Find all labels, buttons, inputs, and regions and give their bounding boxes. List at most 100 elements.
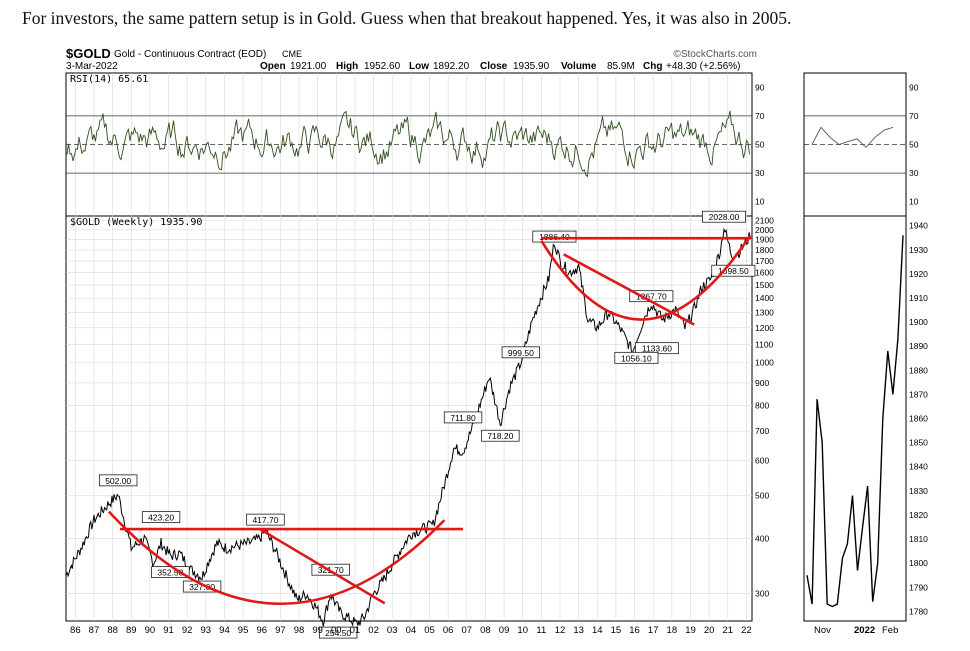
chg-value: +48.30 (+2.56%) [666, 61, 741, 72]
x-tick-label: 94 [219, 625, 230, 636]
caption-text: For investors, the same pattern setup is… [22, 8, 792, 28]
price-annotation-text: 1367.70 [636, 292, 667, 302]
chart-svg: $GOLD Gold - Continuous Contract (EOD) C… [65, 46, 928, 639]
x-tick-label: 21 [722, 625, 733, 636]
x-tick-label: 95 [238, 625, 249, 636]
inset-y-tick-label: 1820 [909, 510, 928, 520]
y-tick-label: 1900 [755, 235, 774, 245]
x-tick-label: 09 [499, 625, 510, 636]
inset-y-tick-label: 1900 [909, 317, 928, 327]
x-tick-label: 97 [275, 625, 286, 636]
rsi-y-tick-label: 50 [755, 140, 765, 150]
inset-y-tick-label: 1840 [909, 462, 928, 472]
inset-rsi-y-tick-label: 10 [909, 197, 919, 207]
price-annotation-text: 718.20 [487, 431, 513, 441]
price-annotation-box [99, 474, 138, 487]
x-tick-label: 04 [406, 625, 417, 636]
inset-y-tick-label: 1810 [909, 534, 928, 544]
x-tick-label: 88 [107, 625, 118, 636]
inset-layer [806, 126, 904, 608]
grid-layer [66, 73, 752, 621]
x-tick-label: 11 [536, 625, 546, 636]
y-tick-label: 500 [755, 491, 769, 501]
header-symbol: $GOLD [66, 46, 111, 61]
inset-rsi-y-tick-label: 90 [909, 82, 919, 92]
x-tick-label: 92 [182, 625, 193, 636]
y-tick-label: 1600 [755, 268, 774, 278]
x-tick-label: 03 [387, 625, 398, 636]
x-tick-label: 91 [163, 625, 174, 636]
low-value: 1892.20 [433, 61, 470, 72]
inset-y-tick-label: 1850 [909, 438, 928, 448]
price-annotation-box [141, 511, 181, 523]
x-tick-label: 90 [145, 625, 156, 636]
x-tick-label: 20 [704, 625, 715, 636]
price-annotation-text: 999.50 [508, 348, 534, 358]
y-tick-label: 1300 [755, 307, 774, 317]
price-annotation-text: 417.70 [252, 515, 278, 525]
inset-rsi-y-tick-label: 50 [909, 140, 919, 150]
inset-price-frame [803, 215, 907, 622]
inset-y-tick-label: 1860 [909, 414, 928, 424]
inset-y-tick-label: 1910 [909, 293, 928, 303]
y-tick-label: 1800 [755, 245, 774, 255]
x-tick-label: 05 [424, 625, 435, 636]
x-tick-label: 01 [350, 625, 361, 636]
header-name: Gold - Continuous Contract (EOD) [114, 49, 266, 60]
close-label: Close [480, 61, 508, 72]
inset-y-tick-label: 1920 [909, 269, 928, 279]
x-tick-label: 19 [685, 625, 696, 636]
y-tick-label: 1400 [755, 293, 774, 303]
inset-price-line [806, 235, 904, 608]
price-annotation-text: 502.00 [105, 476, 131, 486]
price-annotation-box [182, 580, 222, 593]
price-annotation-box [501, 346, 540, 359]
inset-rsi-y-tick-label: 30 [909, 168, 919, 178]
x-tick-label: 00 [331, 625, 342, 636]
inset-y-tick-label: 1790 [909, 582, 928, 592]
y-tick-label: 400 [755, 533, 769, 543]
price-annotation-box [702, 210, 746, 223]
cup2-curve [540, 234, 752, 321]
inset-y-tick-label: 1800 [909, 558, 928, 568]
annotation-layer [107, 234, 752, 605]
cup1-curve [107, 510, 446, 605]
price-panel-label: $GOLD (Weekly) 1935.90 [70, 217, 202, 228]
x-tick-label: 07 [461, 625, 472, 636]
x-tick-label: 16 [629, 625, 640, 636]
inset-y-tick-label: 1830 [909, 486, 928, 496]
y-tick-label: 900 [755, 378, 769, 388]
y-tick-label: 1700 [755, 256, 774, 266]
x-tick-label: 93 [201, 625, 212, 636]
x-tick-label: 87 [89, 625, 100, 636]
y-tick-label: 700 [755, 426, 769, 436]
inset-x-tick-label: Feb [882, 625, 898, 636]
inset-y-tick-label: 1890 [909, 341, 928, 351]
stock-chart: $GOLD Gold - Continuous Contract (EOD) C… [62, 44, 970, 646]
rsi-y-tick-label: 30 [755, 168, 765, 178]
rsi-y-tick-label: 10 [755, 197, 765, 207]
price-layer: 502.00423.20352.50327.00417.70321.70254.… [65, 210, 756, 639]
x-tick-label: 99 [312, 625, 323, 636]
high-label: High [336, 61, 358, 72]
x-tick-label: 15 [611, 625, 622, 636]
price-annotation-text: 423.20 [148, 513, 174, 523]
price-annotation-text: 2028.00 [709, 212, 740, 222]
inset-rsi-line [811, 126, 894, 149]
inset-x-tick-label: Nov [814, 625, 831, 636]
header-exchange: CME [282, 49, 302, 59]
x-tick-label: 22 [741, 625, 752, 636]
handle1-trend-line [259, 527, 386, 605]
price-annotation-box [711, 264, 756, 277]
header-date: 3-Mar-2022 [66, 61, 118, 72]
price-annotation-text: 1698.50 [718, 266, 749, 276]
y-tick-label: 1200 [755, 323, 774, 333]
x-tick-label: 14 [592, 625, 603, 636]
x-tick-label: 98 [294, 625, 305, 636]
x-tick-label: 17 [648, 625, 659, 636]
inset-rsi-y-tick-label: 70 [909, 111, 919, 121]
rsi-panel-label: RSI(14) 65.61 [70, 74, 148, 85]
x-tick-label: 13 [573, 625, 584, 636]
volume-value: 85.9M [607, 61, 635, 72]
open-value: 1921.00 [290, 61, 327, 72]
